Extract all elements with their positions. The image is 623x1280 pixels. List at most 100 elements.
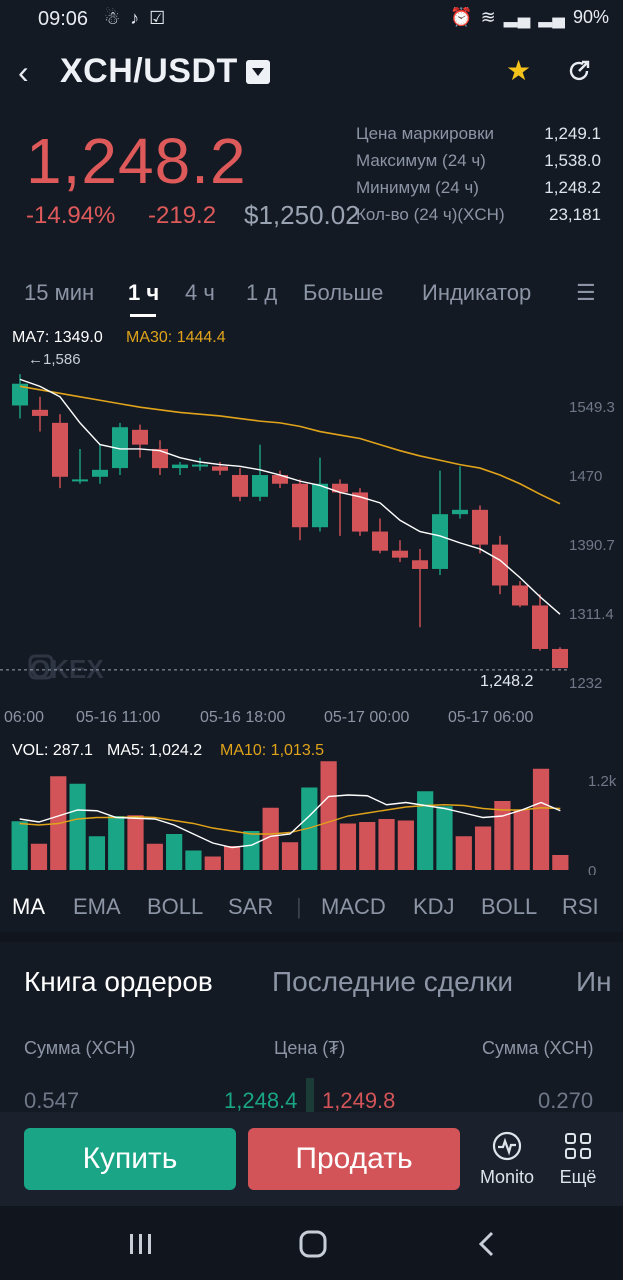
- ask-amount: 0.270: [538, 1088, 594, 1113]
- volume-bar: [378, 819, 395, 870]
- indicator-sar[interactable]: SAR: [228, 894, 274, 919]
- tab-info[interactable]: Ин: [576, 966, 612, 997]
- pair-title[interactable]: XCH/USDT: [60, 52, 238, 90]
- tab-4h[interactable]: 4 ч: [185, 280, 215, 305]
- more-button[interactable]: Ещё: [554, 1130, 602, 1188]
- high-marker-value: 1,586: [43, 351, 81, 368]
- tab-recent-trades[interactable]: Последние сделки: [272, 966, 513, 997]
- candle: [252, 444, 268, 502]
- indicator-rsi[interactable]: RSI: [562, 894, 599, 919]
- volume-bar: [223, 846, 241, 870]
- volume-bar: [359, 822, 376, 870]
- candle: [452, 466, 468, 519]
- indicator-boll-2[interactable]: BOLL: [481, 894, 538, 919]
- ma10-legend: MA10: 1,013.5: [220, 742, 324, 759]
- tab-indicators[interactable]: Индикатор: [422, 280, 532, 305]
- price-chart[interactable]: MA7: 1349.0 MA30: 1444.4 ←1,586 1549.3 14…: [0, 320, 623, 730]
- signal-icon-2: ▂▄: [538, 7, 565, 27]
- y-tick-label: 1311.4: [569, 606, 614, 623]
- bid-amount-header: Сумма (XCH): [24, 1038, 136, 1058]
- candle-body: [72, 479, 88, 482]
- vol-tick-label: 0: [588, 863, 596, 875]
- vol-tick-label: 1.2k: [588, 773, 617, 790]
- ma5-legend: MA5: 1,024.2: [107, 742, 202, 759]
- volume-bar: [146, 843, 163, 870]
- indicator-boll[interactable]: BOLL: [147, 894, 204, 919]
- candle: [412, 548, 428, 628]
- change-percent: -14.94%: [26, 202, 116, 229]
- vol-ma10-line: [19, 804, 561, 835]
- indicator-ema[interactable]: EMA: [73, 894, 121, 919]
- tab-more[interactable]: Больше: [303, 280, 384, 305]
- depth-bar: [306, 1078, 314, 1112]
- check-icon: ☑: [149, 8, 166, 28]
- tab-1h[interactable]: 1 ч: [128, 280, 160, 305]
- system-nav-bar: [0, 1206, 623, 1280]
- candle: [312, 457, 328, 532]
- candle-body: [412, 560, 428, 569]
- stat-value: 23,181: [549, 204, 601, 224]
- indicator-ma[interactable]: MA: [12, 894, 45, 919]
- back-icon[interactable]: ‹: [18, 54, 29, 90]
- x-tick-label: 05-17 06:00: [448, 709, 534, 726]
- buy-button[interactable]: Купить: [24, 1128, 236, 1190]
- timeframe-tabs: 15 мин 1 ч 4 ч 1 д Больше Индикатор ☰: [0, 280, 623, 310]
- vol-ma5-line: [19, 794, 561, 849]
- volume-bar: [339, 823, 357, 870]
- candle-body: [132, 429, 148, 445]
- stat-volume: Кол-во (24 ч)(XCH) 23,181: [356, 201, 601, 228]
- indicator-kdj[interactable]: KDJ: [413, 894, 455, 919]
- recent-apps-icon[interactable]: [128, 1232, 154, 1256]
- candle-body: [212, 466, 228, 471]
- candle: [172, 462, 188, 476]
- status-bar: 09:06 ☃ ♪ ☑ ⏰ ≋ ▂▄ ▂▄ 90%: [0, 0, 623, 40]
- ma30-line: [19, 385, 561, 505]
- ma30-legend: MA30: 1444.4: [126, 329, 226, 346]
- x-tick-label: 06:00: [4, 709, 44, 726]
- candle: [352, 488, 368, 536]
- volume-bar: [436, 806, 453, 870]
- volume-bar: [532, 768, 550, 870]
- y-tick-label: 1549.3: [569, 399, 615, 416]
- candle: [432, 470, 448, 576]
- share-icon[interactable]: [566, 58, 592, 84]
- back-nav-icon[interactable]: [476, 1230, 498, 1258]
- sell-button[interactable]: Продать: [248, 1128, 460, 1190]
- ask-price[interactable]: 1,249.8: [322, 1088, 396, 1113]
- volume-chart[interactable]: VOL: 287.1 MA5: 1,024.2 MA10: 1,013.5 1.…: [0, 735, 623, 875]
- stat-high: Максимум (24 ч) 1,538.0: [356, 147, 601, 174]
- candle-body: [92, 469, 108, 477]
- volume-bar: [262, 807, 279, 870]
- candle: [192, 457, 208, 471]
- chevron-down-icon[interactable]: [246, 60, 270, 84]
- candle-body: [452, 509, 468, 515]
- stat-value: 1,248.2: [544, 177, 601, 197]
- ma7-legend: MA7: 1349.0: [12, 329, 103, 346]
- home-icon[interactable]: [298, 1230, 328, 1258]
- music-icon: ♪: [130, 8, 140, 28]
- star-icon[interactable]: ★: [506, 55, 532, 86]
- candle-body: [272, 475, 288, 484]
- stat-label: Минимум (24 ч): [356, 177, 479, 197]
- volume-bar: [552, 855, 569, 870]
- candle: [52, 414, 68, 489]
- tab-15m[interactable]: 15 мин: [24, 280, 95, 305]
- volume-bar: [204, 856, 221, 870]
- status-time: 09:06: [38, 8, 89, 30]
- volume-bar: [474, 826, 492, 870]
- signal-icon: ▂▄: [503, 7, 531, 27]
- candle-body: [32, 409, 48, 416]
- ma7-line: [19, 378, 561, 615]
- chart-settings-icon[interactable]: ☰: [576, 280, 596, 305]
- candle-body: [432, 514, 448, 569]
- monitor-button[interactable]: Monito: [474, 1130, 540, 1188]
- bid-price[interactable]: 1,248.4: [224, 1088, 298, 1113]
- tab-order-book[interactable]: Книга ордеров: [24, 966, 213, 997]
- price-header: Цена (₮): [274, 1038, 346, 1058]
- ask-amount-header: Сумма (XCH): [482, 1038, 594, 1058]
- book-tabs: Книга ордеров Последние сделки Ин: [0, 962, 623, 1002]
- active-tab-underline: [130, 314, 156, 317]
- indicator-macd[interactable]: MACD: [321, 894, 386, 919]
- tab-1d[interactable]: 1 д: [246, 280, 278, 305]
- candle: [512, 581, 528, 608]
